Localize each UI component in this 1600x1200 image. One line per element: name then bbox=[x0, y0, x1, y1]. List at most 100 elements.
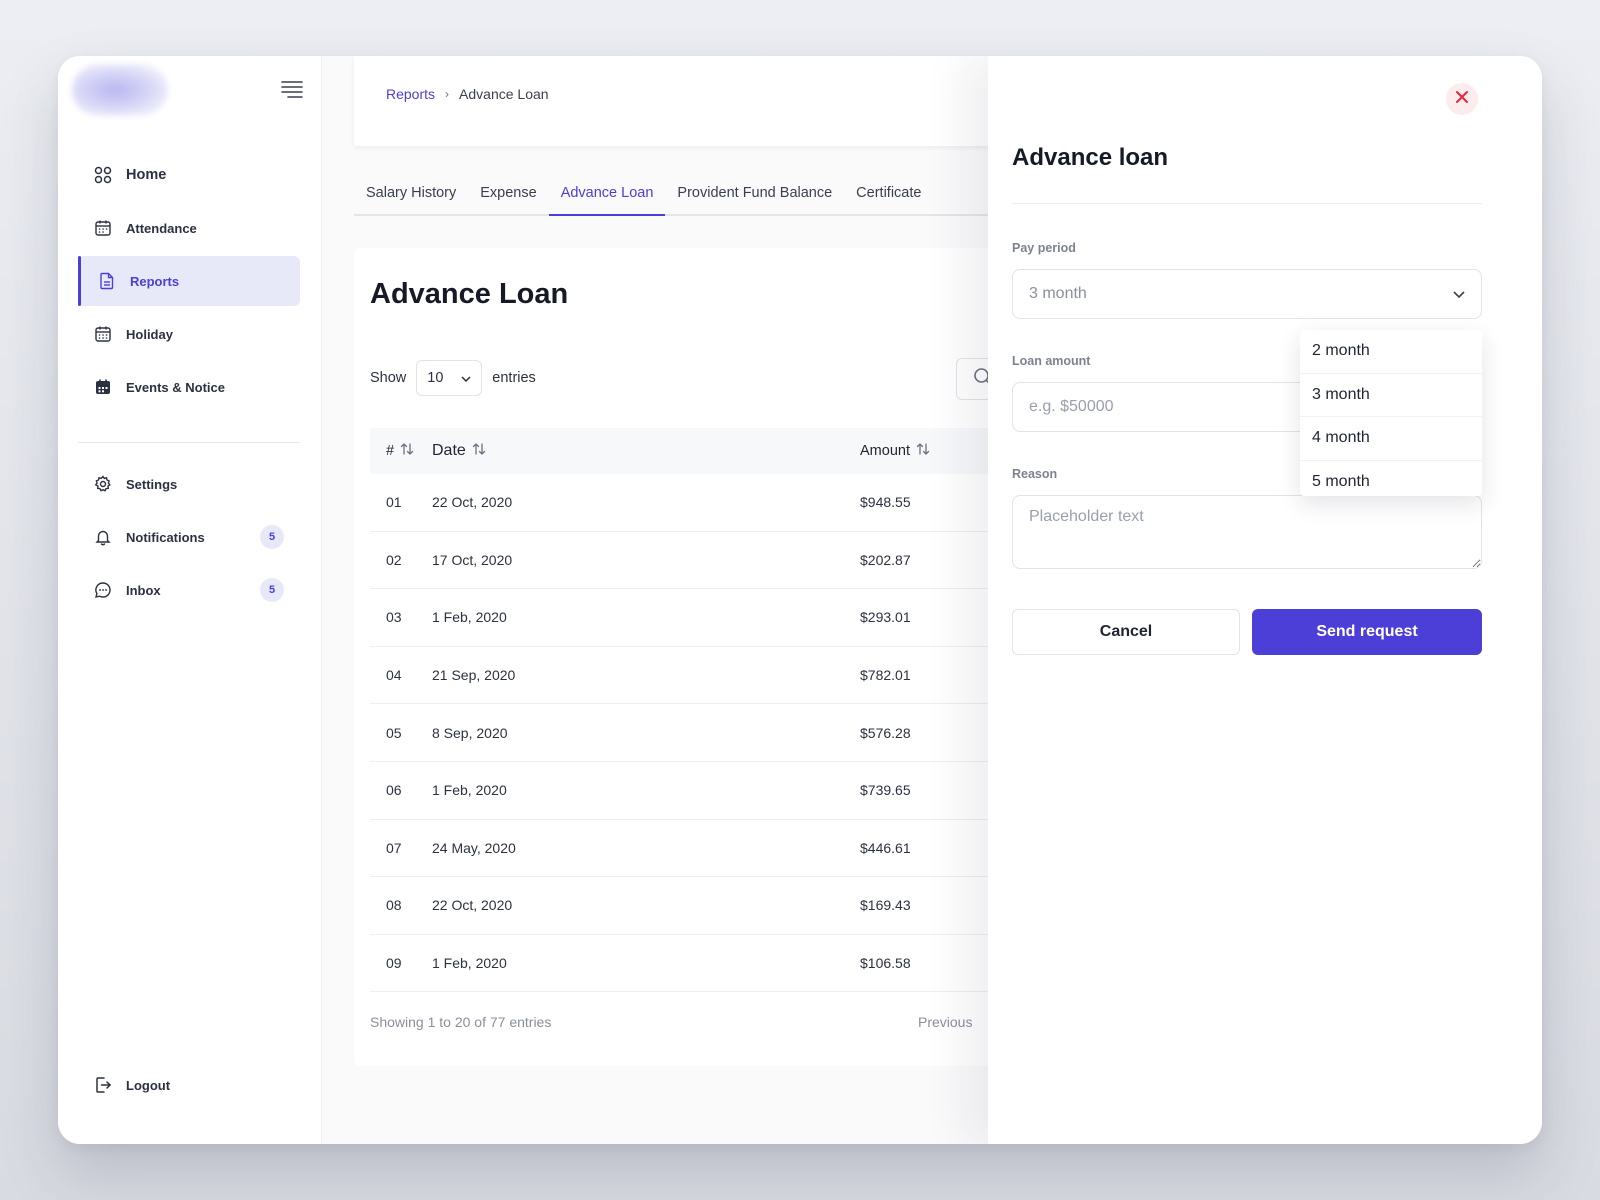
sidebar-item-attendance[interactable]: Attendance bbox=[78, 203, 300, 253]
inbox-badge: 5 bbox=[260, 578, 284, 602]
table-row: 01 22 Oct, 2020 $948.55 bbox=[370, 474, 1498, 532]
tab-certificate[interactable]: Certificate bbox=[856, 185, 922, 201]
sidebar-item-label: Notifications bbox=[126, 529, 205, 545]
row-amount: $446.61 bbox=[860, 839, 911, 856]
logo bbox=[72, 64, 168, 116]
tab-advance-loan[interactable]: Advance Loan bbox=[548, 178, 666, 216]
row-number: 09 bbox=[386, 955, 402, 972]
tab-expense[interactable]: Expense bbox=[480, 185, 537, 201]
sort-number-header[interactable]: # bbox=[386, 442, 432, 460]
row-amount: $948.55 bbox=[860, 494, 911, 511]
sidebar-divider bbox=[78, 442, 300, 443]
sidebar-item-label: Home bbox=[126, 167, 167, 183]
row-amount: $782.01 bbox=[860, 667, 911, 684]
calendar-icon bbox=[94, 325, 112, 343]
sidebar-item-settings[interactable]: Settings bbox=[78, 459, 300, 509]
sidebar-item-logout[interactable]: Logout bbox=[78, 1060, 300, 1110]
reason-textarea[interactable] bbox=[1012, 495, 1482, 569]
tab-provident-fund-balance[interactable]: Provident Fund Balance bbox=[677, 185, 833, 201]
sidebar-item-events-notice[interactable]: Events & Notice bbox=[78, 362, 300, 412]
row-date: 22 Oct, 2020 bbox=[432, 897, 513, 914]
dropdown-option[interactable]: 2 month bbox=[1300, 330, 1482, 374]
sidebar-item-label: Inbox bbox=[126, 582, 161, 598]
pay-period-dropdown: 2 month 3 month 4 month 5 month bbox=[1300, 330, 1482, 496]
table-row: 03 1 Feb, 2020 $293.01 bbox=[370, 589, 1498, 647]
sort-icon bbox=[400, 442, 414, 460]
entries-label: entries bbox=[492, 370, 536, 386]
pagination-info: Showing 1 to 20 of 77 entries bbox=[370, 1014, 552, 1030]
row-amount: $293.01 bbox=[860, 609, 911, 626]
dropdown-option[interactable]: 4 month bbox=[1300, 417, 1482, 461]
row-date: 24 May, 2020 bbox=[432, 839, 516, 856]
row-amount: $202.87 bbox=[860, 551, 911, 568]
drawer-divider bbox=[1012, 203, 1482, 204]
bell-icon bbox=[94, 528, 112, 546]
breadcrumb-link-reports[interactable]: Reports bbox=[386, 86, 436, 102]
chevron-right-icon: › bbox=[445, 87, 450, 101]
sidebar: Home Attendance Reports Holiday Events & bbox=[58, 56, 322, 1144]
row-number: 02 bbox=[386, 551, 402, 568]
table-row: 04 21 Sep, 2020 $782.01 bbox=[370, 647, 1498, 705]
cancel-button[interactable]: Cancel bbox=[1012, 609, 1240, 655]
app-window: Home Attendance Reports Holiday Events & bbox=[58, 56, 1542, 1144]
row-amount: $106.58 bbox=[860, 955, 911, 972]
sidebar-item-label: Logout bbox=[126, 1077, 171, 1093]
gear-icon bbox=[94, 475, 112, 493]
sidebar-item-label: Events & Notice bbox=[126, 379, 225, 395]
dropdown-option[interactable]: 3 month bbox=[1300, 374, 1482, 417]
sidebar-item-home[interactable]: Home bbox=[78, 150, 300, 200]
sidebar-item-holiday[interactable]: Holiday bbox=[78, 309, 300, 359]
chevron-down-icon bbox=[461, 370, 471, 386]
row-date: 8 Sep, 2020 bbox=[432, 724, 508, 741]
sort-icon bbox=[916, 442, 930, 460]
sidebar-item-label: Holiday bbox=[126, 326, 173, 342]
advance-loan-drawer: Advance loan Pay period 3 month Loan amo… bbox=[988, 56, 1542, 1144]
row-amount: $169.43 bbox=[860, 897, 911, 914]
pay-period-label: Pay period bbox=[1012, 241, 1076, 255]
table-row: 08 22 Oct, 2020 $169.43 bbox=[370, 877, 1498, 935]
calendar-filled-icon bbox=[94, 378, 112, 396]
sidebar-item-inbox[interactable]: Inbox 5 bbox=[78, 565, 300, 615]
sidebar-item-label: Settings bbox=[126, 476, 178, 492]
send-request-button[interactable]: Send request bbox=[1252, 609, 1482, 655]
sort-icon bbox=[472, 442, 486, 460]
row-number: 07 bbox=[386, 839, 402, 856]
row-date: 1 Feb, 2020 bbox=[432, 782, 507, 799]
row-amount: $576.28 bbox=[860, 724, 911, 741]
row-date: 21 Sep, 2020 bbox=[432, 667, 516, 684]
show-label: Show bbox=[370, 370, 407, 386]
entries-value: 10 bbox=[427, 370, 444, 386]
row-number: 03 bbox=[386, 609, 402, 626]
reason-label: Reason bbox=[1012, 467, 1058, 481]
document-icon bbox=[98, 272, 116, 290]
pay-period-select[interactable]: 3 month bbox=[1012, 269, 1482, 319]
table-row: 07 24 May, 2020 $446.61 bbox=[370, 820, 1498, 878]
previous-page-button[interactable]: Previous bbox=[918, 1014, 973, 1030]
sort-amount-header[interactable]: Amount bbox=[860, 442, 1100, 460]
pay-period-value: 3 month bbox=[1029, 285, 1087, 302]
row-amount: $739.65 bbox=[860, 782, 911, 799]
dropdown-option[interactable]: 5 month bbox=[1300, 461, 1482, 497]
breadcrumb: Reports › Advance Loan bbox=[386, 86, 549, 102]
entries-select[interactable]: 10 bbox=[416, 360, 483, 396]
logout-icon bbox=[94, 1076, 112, 1094]
row-date: 17 Oct, 2020 bbox=[432, 551, 513, 568]
tab-salary-history[interactable]: Salary History bbox=[366, 185, 457, 201]
sidebar-item-reports[interactable]: Reports bbox=[78, 256, 300, 306]
header-label: Date bbox=[432, 442, 466, 459]
row-date: 22 Oct, 2020 bbox=[432, 494, 513, 511]
row-number: 06 bbox=[386, 782, 402, 799]
close-button[interactable] bbox=[1446, 83, 1478, 115]
menu-icon[interactable] bbox=[280, 78, 304, 100]
row-date: 1 Feb, 2020 bbox=[432, 609, 507, 626]
sidebar-item-label: Attendance bbox=[126, 220, 197, 236]
report-tabs: Salary History Expense Advance Loan Prov… bbox=[354, 178, 1514, 216]
row-number: 04 bbox=[386, 667, 402, 684]
sort-date-header[interactable]: Date bbox=[432, 442, 860, 460]
table-row: 09 1 Feb, 2020 $106.58 bbox=[370, 935, 1498, 993]
chat-icon bbox=[94, 581, 112, 599]
loan-amount-label: Loan amount bbox=[1012, 354, 1091, 368]
sidebar-item-notifications[interactable]: Notifications 5 bbox=[78, 512, 300, 562]
calendar-icon bbox=[94, 219, 112, 237]
header-label: # bbox=[386, 443, 395, 459]
